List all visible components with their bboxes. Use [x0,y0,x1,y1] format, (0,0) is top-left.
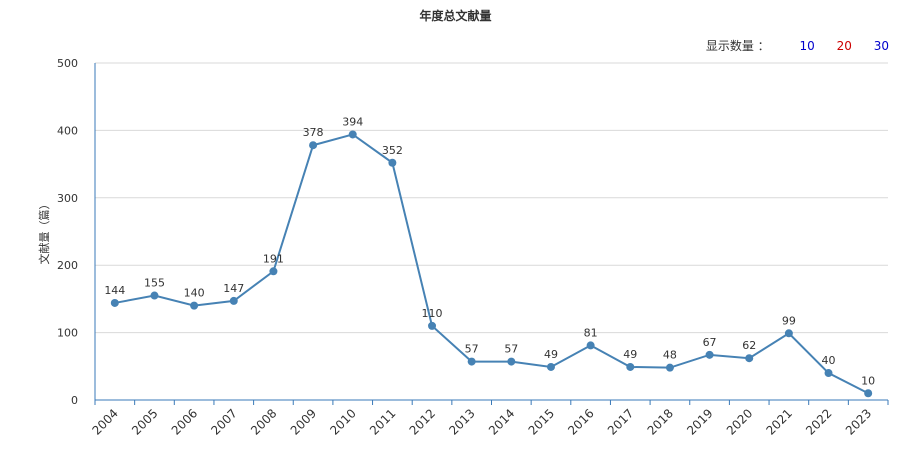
x-tick-label: 2014 [486,406,517,437]
x-tick-label: 2020 [724,406,755,437]
data-point[interactable] [467,357,476,366]
data-label: 140 [184,287,205,300]
display-count-label: 显示数量 ： [705,39,770,53]
data-point[interactable] [665,363,674,372]
x-axis-ticks: 2004 2005 2006 2007 2008 2009 2010 2011 2012 2013… [89,400,889,438]
count-option-20[interactable]: 20 [836,39,852,53]
x-tick-label: 2007 [208,406,239,437]
data-point[interactable] [626,362,635,371]
x-tick-label: 2012 [407,406,438,437]
data-point[interactable] [864,389,873,398]
display-count-control: 显示数量 ： 10 20 30 [706,37,889,54]
data-point[interactable] [348,130,357,139]
x-tick-label: 2004 [89,406,120,437]
series-line [114,133,869,395]
data-label: 144 [104,284,125,297]
data-point[interactable] [428,321,437,330]
x-tick-label: 2015 [526,406,557,437]
data-label: 49 [623,348,637,361]
x-tick-label: 2017 [605,406,636,437]
data-point[interactable] [784,329,793,338]
data-label: 10 [861,374,875,387]
data-label: 191 [263,252,284,265]
x-tick-label: 2022 [803,406,834,437]
x-tick-label: 2005 [129,406,160,437]
data-point[interactable] [269,267,278,276]
data-label: 67 [703,336,717,349]
y-axis-label: 文献量（篇） [37,199,51,265]
data-label: 81 [584,326,598,339]
data-point[interactable] [824,369,833,378]
count-option-10[interactable]: 10 [799,39,815,53]
data-point[interactable] [705,350,714,359]
x-tick-label: 2008 [248,406,279,437]
data-label: 62 [742,339,756,352]
data-label: 352 [382,144,403,157]
x-tick-label: 2010 [327,406,358,437]
data-label: 40 [822,354,836,367]
y-tick-label: 100 [57,327,78,340]
count-option-30[interactable]: 30 [873,39,889,53]
x-tick-label: 2009 [288,406,319,437]
y-axis-ticks: 0 100 200 300 400 500 [57,57,78,407]
data-point[interactable] [745,354,754,363]
data-label: 394 [342,115,363,128]
data-point[interactable] [229,296,238,305]
x-tick-label: 2021 [763,406,794,437]
y-tick-label: 0 [71,394,78,407]
data-point[interactable] [586,341,595,350]
data-point[interactable] [110,298,119,307]
data-label: 99 [782,314,796,327]
data-label: 49 [544,348,558,361]
data-point[interactable] [388,158,397,167]
x-tick-label: 2016 [565,406,596,437]
x-tick-label: 2011 [367,406,398,437]
data-label: 57 [465,343,479,356]
data-label: 110 [422,307,443,320]
x-tick-label: 2023 [843,406,874,437]
chart-title: 年度总文献量 [419,9,492,23]
data-point[interactable] [309,141,318,150]
data-label: 155 [144,277,165,290]
data-label: 147 [223,282,244,295]
x-tick-label: 2019 [684,406,715,437]
y-tick-label: 500 [57,57,78,70]
y-tick-label: 400 [57,124,78,137]
data-labels: 144 155 140 147 191 378 394 352 110 57 57 49 81 49 48 6… [104,115,875,387]
data-point[interactable] [507,357,516,366]
x-tick-label: 2006 [169,406,200,437]
data-label: 378 [303,126,324,139]
data-points [110,130,873,398]
x-tick-label: 2018 [645,406,676,437]
data-point[interactable] [546,362,555,371]
y-tick-label: 200 [57,259,78,272]
gridlines [95,62,888,334]
data-point[interactable] [190,301,199,310]
data-label: 57 [504,343,518,356]
data-label: 48 [663,349,677,362]
y-tick-label: 300 [57,192,78,205]
x-tick-label: 2013 [446,406,477,437]
data-point[interactable] [150,291,159,300]
